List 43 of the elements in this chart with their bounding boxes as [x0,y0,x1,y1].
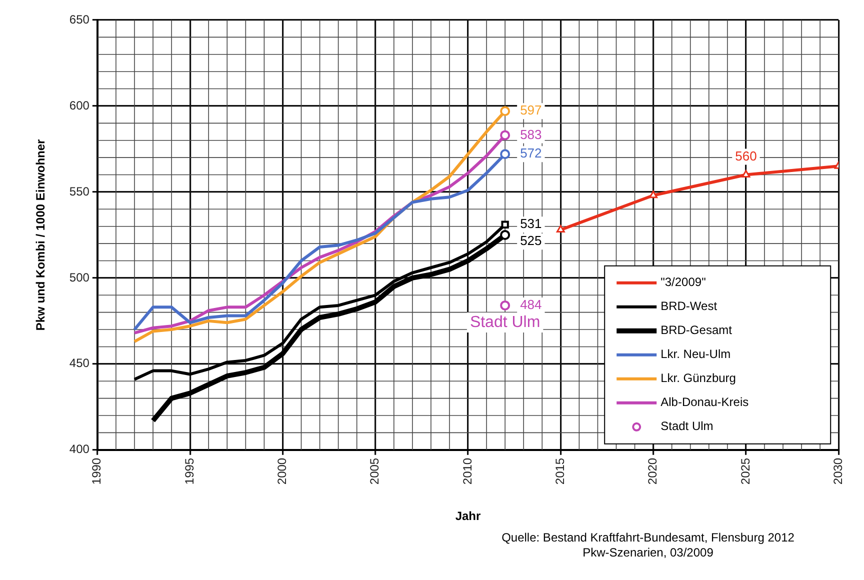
legend-label: Stadt Ulm [660,419,714,434]
point [556,225,565,233]
data-label: 560 [735,148,757,164]
x-tick-label: 2000 [275,458,290,485]
point [500,230,510,240]
x-tick-label: 2030 [830,458,845,485]
x-tick-label: 2020 [646,458,660,485]
legend-label: Lkr. Günzburg [660,371,736,386]
data-label: 484 [520,297,542,312]
x-axis-title: Jahr [455,509,482,524]
x-tick-label: 2005 [368,458,382,485]
legend-label: "3/2009" [660,275,706,290]
text: Pkw-Szenarien, 03/2009 [582,545,714,560]
x-tick-label: 2025 [738,458,752,485]
x-tick-label: 2010 [460,458,474,485]
y-tick-label: 400 [69,442,90,456]
point [501,220,509,228]
data-label: 531 [520,216,542,232]
legend-label: BRD-West [660,299,718,314]
point [500,300,510,310]
y-axis-title: Pkw und Kombi / 1000 Einwohner [34,138,48,331]
data-label: 597 [520,102,542,118]
y-tick-label: 500 [69,270,90,284]
y-tick-label: 650 [69,12,90,26]
y-tick-label: 550 [69,184,90,198]
legend-label: Lkr. Neu-Ulm [660,347,731,362]
point [500,106,510,116]
data-label: 583 [520,126,542,142]
legend-label: Alb-Donau-Kreis [660,395,749,410]
point [649,190,658,198]
x-tick-label: 1990 [90,458,104,485]
y-tick-label: 450 [69,356,90,370]
source-note: Quelle: Bestand Kraftfahrt-Bundesamt, Flensburg 2012 [502,530,795,544]
point [500,130,510,140]
x-tick-label: 2015 [552,458,567,485]
legend-label: BRD-Gesamt [660,323,733,338]
y-tick-label: 600 [69,98,90,112]
data-label: 572 [520,146,542,161]
point [742,170,750,178]
data-label: 525 [520,233,542,248]
text: Stadt Ulm [470,314,540,331]
point [500,149,510,160]
x-tick-label: 1995 [182,458,196,485]
